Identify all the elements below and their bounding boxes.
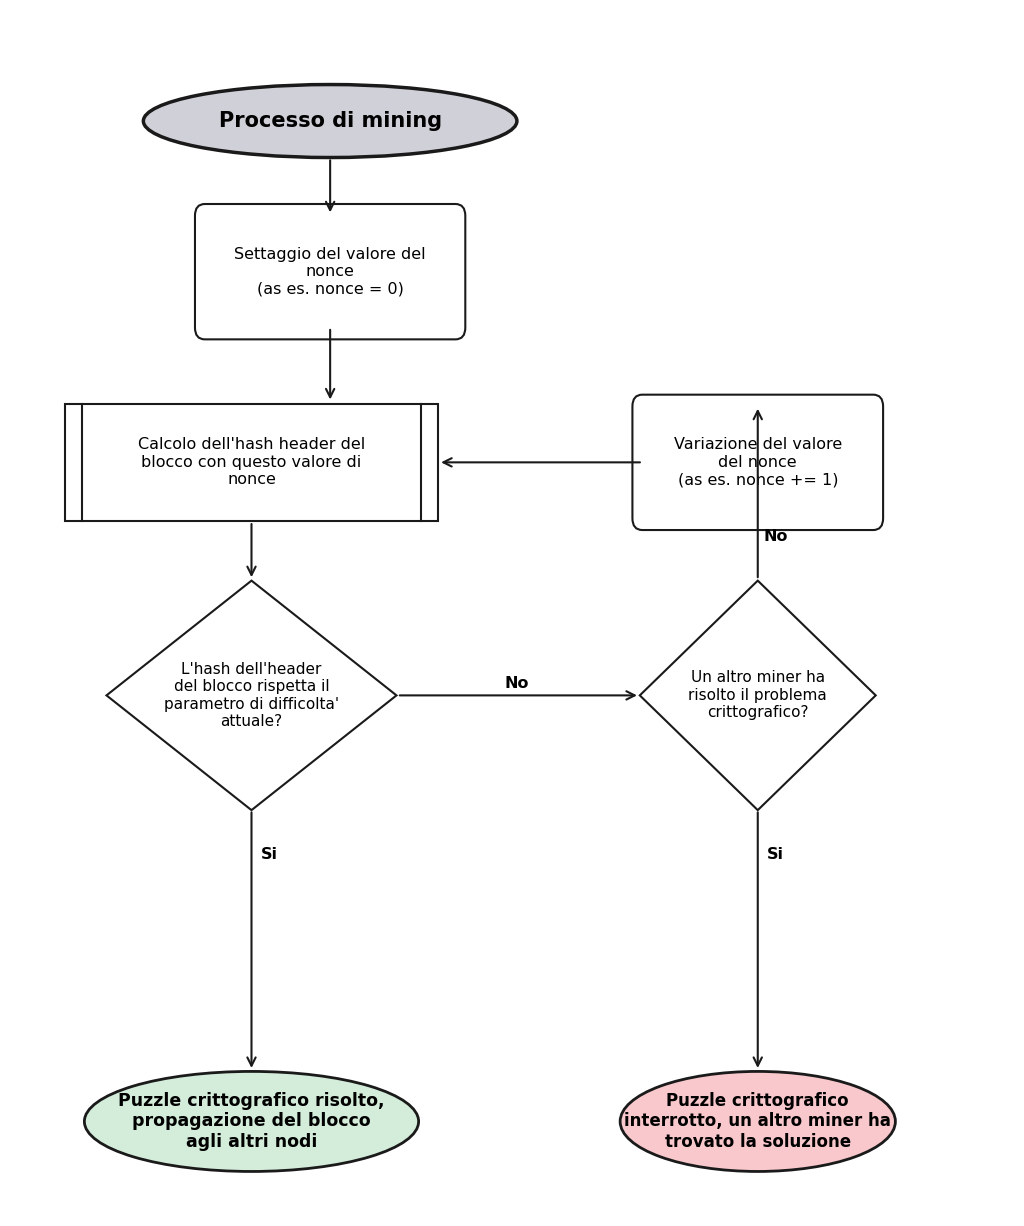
Polygon shape bbox=[640, 581, 876, 810]
Text: Processo di mining: Processo di mining bbox=[218, 112, 441, 131]
Text: Calcolo dell'hash header del
blocco con questo valore di
nonce: Calcolo dell'hash header del blocco con … bbox=[138, 438, 366, 487]
Text: Un altro miner ha
risolto il problema
crittografico?: Un altro miner ha risolto il problema cr… bbox=[688, 671, 827, 721]
Text: No: No bbox=[763, 528, 787, 544]
Text: Puzzle crittografico risolto,
propagazione del blocco
agli altri nodi: Puzzle crittografico risolto, propagazio… bbox=[118, 1091, 385, 1151]
FancyBboxPatch shape bbox=[633, 395, 883, 530]
FancyBboxPatch shape bbox=[195, 204, 465, 340]
Ellipse shape bbox=[621, 1072, 895, 1172]
Ellipse shape bbox=[84, 1072, 419, 1172]
Text: Puzzle crittografico
interrotto, un altro miner ha
trovato la soluzione: Puzzle crittografico interrotto, un altr… bbox=[625, 1091, 891, 1151]
Text: Variazione del valore
del nonce
(as es. nonce += 1): Variazione del valore del nonce (as es. … bbox=[674, 438, 842, 487]
Text: Si: Si bbox=[767, 847, 784, 862]
Text: No: No bbox=[505, 676, 529, 691]
Text: Si: Si bbox=[261, 847, 278, 862]
Text: L'hash dell'header
del blocco rispetta il
parametro di difficolta'
attuale?: L'hash dell'header del blocco rispetta i… bbox=[164, 662, 339, 729]
Polygon shape bbox=[106, 581, 396, 810]
Ellipse shape bbox=[143, 85, 517, 157]
Bar bbox=[65, 403, 438, 521]
Text: Settaggio del valore del
nonce
(as es. nonce = 0): Settaggio del valore del nonce (as es. n… bbox=[234, 246, 426, 297]
